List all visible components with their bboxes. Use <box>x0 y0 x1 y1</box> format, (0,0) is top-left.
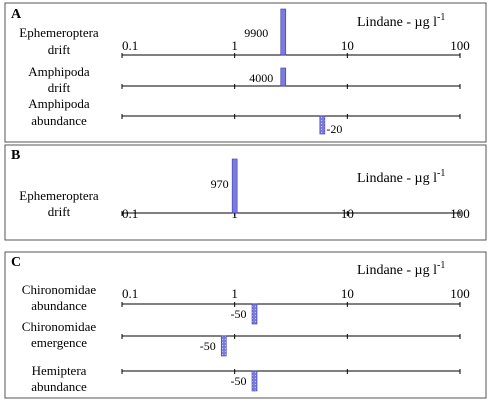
axis-title-text: Lindane - µg l <box>357 171 437 186</box>
tick-label-100: 100 <box>450 38 470 53</box>
row-label-line: abundance <box>31 113 87 128</box>
row-label-line: Chironomidae <box>22 282 97 297</box>
tick-label-100: 100 <box>450 286 470 301</box>
row-label-line: abundance <box>31 298 87 313</box>
row-label-line: Hemiptera <box>32 363 87 378</box>
row-label-line: abundance <box>31 379 87 394</box>
row-label-line: Amphipoda <box>28 64 90 79</box>
bar-value-label: -20 <box>326 122 342 136</box>
axis-title: Lindane - µg l-1 <box>357 12 445 30</box>
axis-title-superscript: -1 <box>437 12 445 23</box>
bar <box>251 303 258 325</box>
axis-title-superscript: -1 <box>437 168 445 179</box>
bar <box>280 67 287 87</box>
panel-frame <box>4 251 487 399</box>
row-label-line: emergence <box>31 335 87 350</box>
tick-label-1: 1 <box>231 38 238 53</box>
row-label-line: drift <box>48 80 71 95</box>
panel-A: A Lindane - µg l-1 0.1 1 10 100 Ephemeroptera d… <box>4 2 487 143</box>
tick-label-0.1: 0.1 <box>122 286 138 301</box>
tick-label-0.1: 0.1 <box>122 38 138 53</box>
bar <box>280 8 287 56</box>
tick-label-1: 1 <box>231 286 238 301</box>
axis-title: Lindane - µg l-1 <box>357 168 445 186</box>
row-label-line: Amphipoda <box>28 96 90 111</box>
row-label-line: Chironomidae <box>22 319 97 334</box>
bar <box>319 115 326 135</box>
bar <box>251 370 258 392</box>
panel-letter: A <box>11 7 22 22</box>
row-amphipoda-abundance: Amphipoda abundance -20 <box>28 96 461 136</box>
bar-value-label: -50 <box>200 339 216 353</box>
bar-value-label: 4000 <box>249 71 273 85</box>
panel-frame <box>4 2 487 143</box>
row-label-line: drift <box>48 42 71 57</box>
bar <box>220 335 227 357</box>
bar-value-label: 970 <box>211 177 229 191</box>
axis-title: Lindane - µg l-1 <box>357 260 445 278</box>
panel-letter: B <box>11 148 20 163</box>
panel-letter: C <box>11 255 21 270</box>
row-label-line: drift <box>48 204 71 219</box>
row-label-line: Ephemeroptera <box>19 25 99 40</box>
bar <box>231 158 238 214</box>
bar-value-label: -50 <box>231 374 247 388</box>
panel-frame <box>4 144 487 241</box>
axis-title-text: Lindane - µg l <box>357 15 437 30</box>
bar-value-label: 9900 <box>244 26 268 40</box>
tick-label-10: 10 <box>341 38 354 53</box>
row-ephemeroptera-drift: Ephemeroptera drift 9900 <box>19 8 461 58</box>
axis-title-text: Lindane - µg l <box>357 263 437 278</box>
bar-value-label: -50 <box>231 307 247 321</box>
axis-title-superscript: -1 <box>437 260 445 271</box>
row-label-line: Ephemeroptera <box>19 188 99 203</box>
tick-label-10: 10 <box>341 286 354 301</box>
